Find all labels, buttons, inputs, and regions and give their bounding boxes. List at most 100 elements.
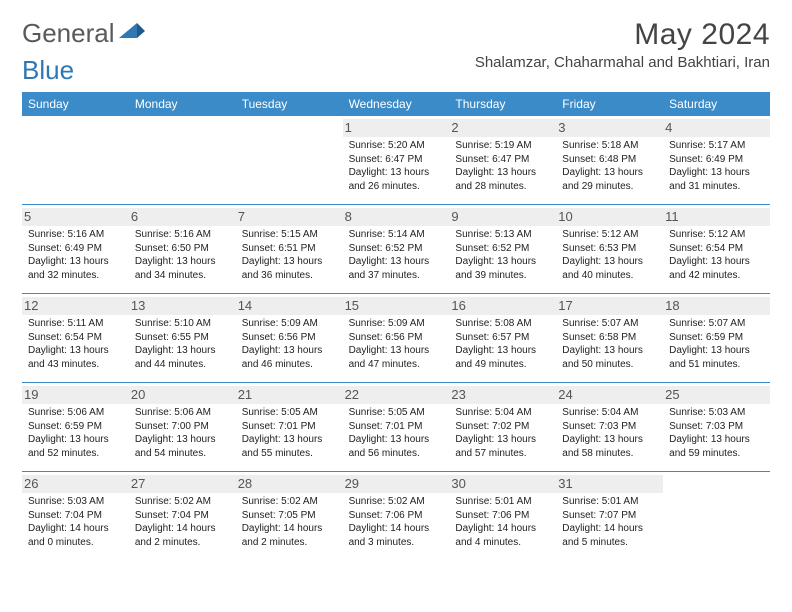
weekday-label: Friday	[556, 92, 663, 116]
weekday-label: Monday	[129, 92, 236, 116]
day-number: 21	[236, 386, 343, 404]
day-number: 14	[236, 297, 343, 315]
day-info: Sunrise: 5:12 AMSunset: 6:54 PMDaylight:…	[669, 228, 764, 282]
day-number: 26	[22, 475, 129, 493]
day-number: 24	[556, 386, 663, 404]
sunset-line: Sunset: 6:54 PM	[28, 331, 123, 345]
daylight-line: Daylight: 13 hours and 29 minutes.	[562, 166, 657, 193]
sunset-line: Sunset: 6:58 PM	[562, 331, 657, 345]
sunset-line: Sunset: 6:59 PM	[28, 420, 123, 434]
day-info: Sunrise: 5:11 AMSunset: 6:54 PMDaylight:…	[28, 317, 123, 371]
daylight-line: Daylight: 13 hours and 42 minutes.	[669, 255, 764, 282]
calendar-grid: SundayMondayTuesdayWednesdayThursdayFrid…	[22, 92, 770, 560]
day-cell: 23Sunrise: 5:04 AMSunset: 7:02 PMDayligh…	[449, 383, 556, 471]
day-cell: 1 Sunrise: 5:20 AMSunset: 6:47 PMDaylight…	[343, 116, 450, 204]
daylight-line: Daylight: 13 hours and 49 minutes.	[455, 344, 550, 371]
daylight-line: Daylight: 13 hours and 54 minutes.	[135, 433, 230, 460]
sunrise-line: Sunrise: 5:07 AM	[669, 317, 764, 331]
daylight-line: Daylight: 13 hours and 47 minutes.	[349, 344, 444, 371]
day-number: 27	[129, 475, 236, 493]
sunrise-line: Sunrise: 5:12 AM	[562, 228, 657, 242]
day-cell: 15Sunrise: 5:09 AMSunset: 6:56 PMDayligh…	[343, 294, 450, 382]
day-cell: 21Sunrise: 5:05 AMSunset: 7:01 PMDayligh…	[236, 383, 343, 471]
sunrise-line: Sunrise: 5:04 AM	[455, 406, 550, 420]
day-info: Sunrise: 5:20 AMSunset: 6:47 PMDaylight:…	[349, 139, 444, 193]
sunrise-line: Sunrise: 5:04 AM	[562, 406, 657, 420]
sunset-line: Sunset: 7:03 PM	[669, 420, 764, 434]
weekday-label: Saturday	[663, 92, 770, 116]
sunrise-line: Sunrise: 5:11 AM	[28, 317, 123, 331]
day-cell: 31 Sunrise: 5:01 AMSunset: 7:07 PMDayligh…	[556, 472, 663, 560]
sunset-line: Sunset: 6:54 PM	[669, 242, 764, 256]
daylight-line: Daylight: 13 hours and 34 minutes.	[135, 255, 230, 282]
day-cell: 14 Sunrise: 5:09 AMSunset: 6:56 PMDayligh…	[236, 294, 343, 382]
sunrise-line: Sunrise: 5:07 AM	[562, 317, 657, 331]
day-number: 1	[343, 119, 450, 137]
day-cell: 5 Sunrise: 5:16 AMSunset: 6:49 PMDaylight…	[22, 205, 129, 293]
sunrise-line: Sunrise: 5:06 AM	[28, 406, 123, 420]
daylight-line: Daylight: 13 hours and 40 minutes.	[562, 255, 657, 282]
week-row: 5 Sunrise: 5:16 AMSunset: 6:49 PMDaylight…	[22, 205, 770, 294]
day-number: 8	[343, 208, 450, 226]
daylight-line: Daylight: 14 hours and 4 minutes.	[455, 522, 550, 549]
day-number: 10	[556, 208, 663, 226]
daylight-line: Daylight: 13 hours and 39 minutes.	[455, 255, 550, 282]
day-cell: 6Sunrise: 5:16 AMSunset: 6:50 PMDaylight…	[129, 205, 236, 293]
day-info: Sunrise: 5:02 AMSunset: 7:06 PMDaylight:…	[349, 495, 444, 549]
day-info: Sunrise: 5:07 AMSunset: 6:59 PMDaylight:…	[669, 317, 764, 371]
day-number: 16	[449, 297, 556, 315]
daylight-line: Daylight: 14 hours and 0 minutes.	[28, 522, 123, 549]
weekday-label: Wednesday	[343, 92, 450, 116]
week-row: ...1Sunrise: 5:20 AMSunset: 6:47 PMDayli…	[22, 116, 770, 205]
sunset-line: Sunset: 6:59 PM	[669, 331, 764, 345]
day-number: 2	[449, 119, 556, 137]
sunset-line: Sunset: 7:03 PM	[562, 420, 657, 434]
sunrise-line: Sunrise: 5:17 AM	[669, 139, 764, 153]
sunrise-line: Sunrise: 5:15 AM	[242, 228, 337, 242]
sunset-line: Sunset: 7:07 PM	[562, 509, 657, 523]
daylight-line: Daylight: 13 hours and 26 minutes.	[349, 166, 444, 193]
day-number: 5	[22, 208, 129, 226]
arrow-icon	[119, 20, 147, 47]
day-info: Sunrise: 5:01 AMSunset: 7:07 PMDaylight:…	[562, 495, 657, 549]
sunset-line: Sunset: 6:52 PM	[455, 242, 550, 256]
day-number: 6	[129, 208, 236, 226]
sunrise-line: Sunrise: 5:05 AM	[349, 406, 444, 420]
day-info: Sunrise: 5:05 AMSunset: 7:01 PMDaylight:…	[349, 406, 444, 460]
day-number: 13	[129, 297, 236, 315]
day-number: 17	[556, 297, 663, 315]
day-number: 12	[22, 297, 129, 315]
day-info: Sunrise: 5:09 AMSunset: 6:56 PMDaylight:…	[242, 317, 337, 371]
day-number: 31	[556, 475, 663, 493]
day-info: Sunrise: 5:10 AMSunset: 6:55 PMDaylight:…	[135, 317, 230, 371]
day-cell: 4Sunrise: 5:17 AMSunset: 6:49 PMDaylight…	[663, 116, 770, 204]
day-cell: 29 Sunrise: 5:02 AMSunset: 7:06 PMDayligh…	[343, 472, 450, 560]
daylight-line: Daylight: 13 hours and 31 minutes.	[669, 166, 764, 193]
day-cell: 3Sunrise: 5:18 AMSunset: 6:48 PMDaylight…	[556, 116, 663, 204]
daylight-line: Daylight: 13 hours and 44 minutes.	[135, 344, 230, 371]
day-cell: 20Sunrise: 5:06 AMSunset: 7:00 PMDayligh…	[129, 383, 236, 471]
week-row: 12Sunrise: 5:11 AMSunset: 6:54 PMDayligh…	[22, 294, 770, 383]
day-cell: 16Sunrise: 5:08 AMSunset: 6:57 PMDayligh…	[449, 294, 556, 382]
sunrise-line: Sunrise: 5:14 AM	[349, 228, 444, 242]
day-cell: 8Sunrise: 5:14 AMSunset: 6:52 PMDaylight…	[343, 205, 450, 293]
sunrise-line: Sunrise: 5:19 AM	[455, 139, 550, 153]
sunset-line: Sunset: 7:05 PM	[242, 509, 337, 523]
day-number: 3	[556, 119, 663, 137]
sunset-line: Sunset: 6:49 PM	[28, 242, 123, 256]
sunrise-line: Sunrise: 5:13 AM	[455, 228, 550, 242]
daylight-line: Daylight: 13 hours and 46 minutes.	[242, 344, 337, 371]
sunrise-line: Sunrise: 5:02 AM	[242, 495, 337, 509]
sunset-line: Sunset: 7:06 PM	[349, 509, 444, 523]
day-number: 29	[343, 475, 450, 493]
day-number: 9	[449, 208, 556, 226]
day-number: 15	[343, 297, 450, 315]
day-info: Sunrise: 5:03 AMSunset: 7:04 PMDaylight:…	[28, 495, 123, 549]
day-cell: 13 Sunrise: 5:10 AMSunset: 6:55 PMDayligh…	[129, 294, 236, 382]
day-info: Sunrise: 5:16 AMSunset: 6:49 PMDaylight:…	[28, 228, 123, 282]
day-cell: 27Sunrise: 5:02 AMSunset: 7:04 PMDayligh…	[129, 472, 236, 560]
day-info: Sunrise: 5:15 AMSunset: 6:51 PMDaylight:…	[242, 228, 337, 282]
sunrise-line: Sunrise: 5:02 AM	[349, 495, 444, 509]
sunset-line: Sunset: 6:49 PM	[669, 153, 764, 167]
sunset-line: Sunset: 6:53 PM	[562, 242, 657, 256]
